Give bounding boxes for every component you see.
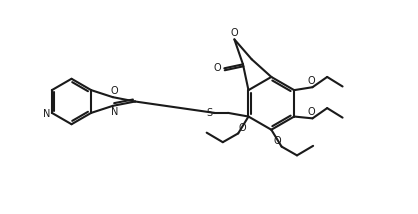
Text: N: N [111,107,118,117]
Text: O: O [239,123,246,133]
Text: O: O [213,62,221,73]
Text: O: O [308,107,316,117]
Text: S: S [206,108,213,118]
Text: O: O [308,76,316,86]
Text: O: O [231,28,238,39]
Text: N: N [43,108,51,119]
Text: O: O [273,136,281,146]
Text: O: O [110,86,118,96]
